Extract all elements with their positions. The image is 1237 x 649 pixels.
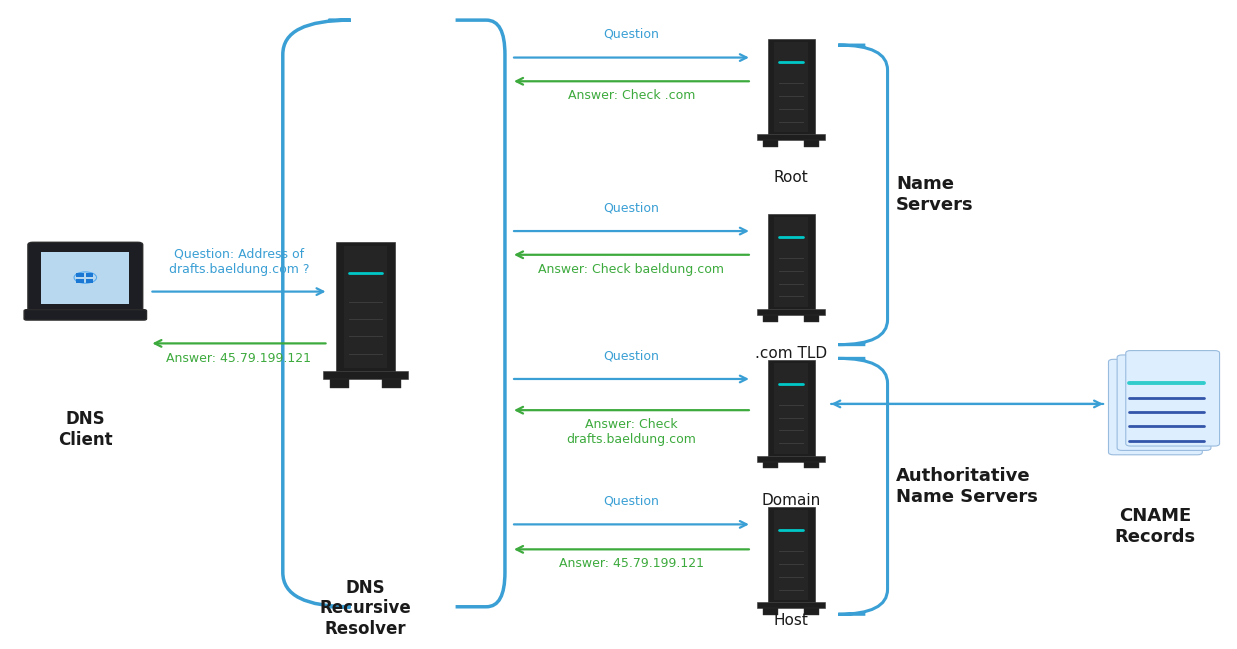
Bar <box>804 461 819 469</box>
Bar <box>757 309 825 315</box>
Bar <box>757 134 825 140</box>
Text: Answer: 45.79.199.121: Answer: 45.79.199.121 <box>167 352 312 365</box>
Bar <box>382 379 401 388</box>
FancyBboxPatch shape <box>1126 350 1220 446</box>
Polygon shape <box>768 507 815 602</box>
Polygon shape <box>336 241 395 371</box>
Polygon shape <box>768 360 815 456</box>
Bar <box>763 140 778 147</box>
FancyBboxPatch shape <box>28 242 142 313</box>
Text: Question: Question <box>604 349 659 362</box>
Text: DNS
Recursive
Resolver: DNS Recursive Resolver <box>319 579 412 638</box>
Bar <box>774 510 808 600</box>
Bar <box>804 315 819 322</box>
Bar <box>77 279 84 282</box>
Bar <box>804 608 819 615</box>
Text: Answer: 45.79.199.121: Answer: 45.79.199.121 <box>559 557 704 570</box>
Polygon shape <box>768 39 815 134</box>
FancyBboxPatch shape <box>1108 360 1202 455</box>
Text: Answer: Check .com: Answer: Check .com <box>568 90 695 103</box>
Text: DNS
Client: DNS Client <box>58 410 113 449</box>
Text: Question: Question <box>604 28 659 41</box>
Bar <box>774 363 808 454</box>
Text: .com TLD: .com TLD <box>756 346 828 361</box>
Text: Domain: Domain <box>762 493 821 508</box>
Text: Question: Address of
drafts.baeldung.com ?: Question: Address of drafts.baeldung.com… <box>168 248 309 276</box>
Bar <box>330 379 349 388</box>
Text: Question: Question <box>604 201 659 214</box>
Text: Question: Question <box>604 495 659 508</box>
Bar <box>774 217 808 307</box>
Bar <box>763 315 778 322</box>
Text: CNAME
Records: CNAME Records <box>1115 507 1196 546</box>
Bar <box>323 371 408 379</box>
Text: Answer: Check baeldung.com: Answer: Check baeldung.com <box>538 263 725 276</box>
FancyBboxPatch shape <box>24 310 146 320</box>
Bar <box>774 42 808 132</box>
Polygon shape <box>768 214 815 309</box>
Text: Root: Root <box>774 170 809 185</box>
Text: Answer: Check
drafts.baeldung.com: Answer: Check drafts.baeldung.com <box>567 419 696 447</box>
Bar <box>77 273 84 277</box>
Text: Host: Host <box>774 613 809 628</box>
Bar <box>87 279 93 282</box>
Bar <box>763 461 778 469</box>
Bar <box>763 608 778 615</box>
Text: Name
Servers: Name Servers <box>896 175 974 214</box>
Bar <box>344 246 387 368</box>
Bar <box>757 456 825 461</box>
Bar <box>87 273 93 277</box>
Bar <box>804 140 819 147</box>
Text: Authoritative
Name Servers: Authoritative Name Servers <box>896 467 1038 506</box>
Bar <box>757 602 825 608</box>
FancyBboxPatch shape <box>1117 355 1211 450</box>
Bar <box>41 252 130 304</box>
